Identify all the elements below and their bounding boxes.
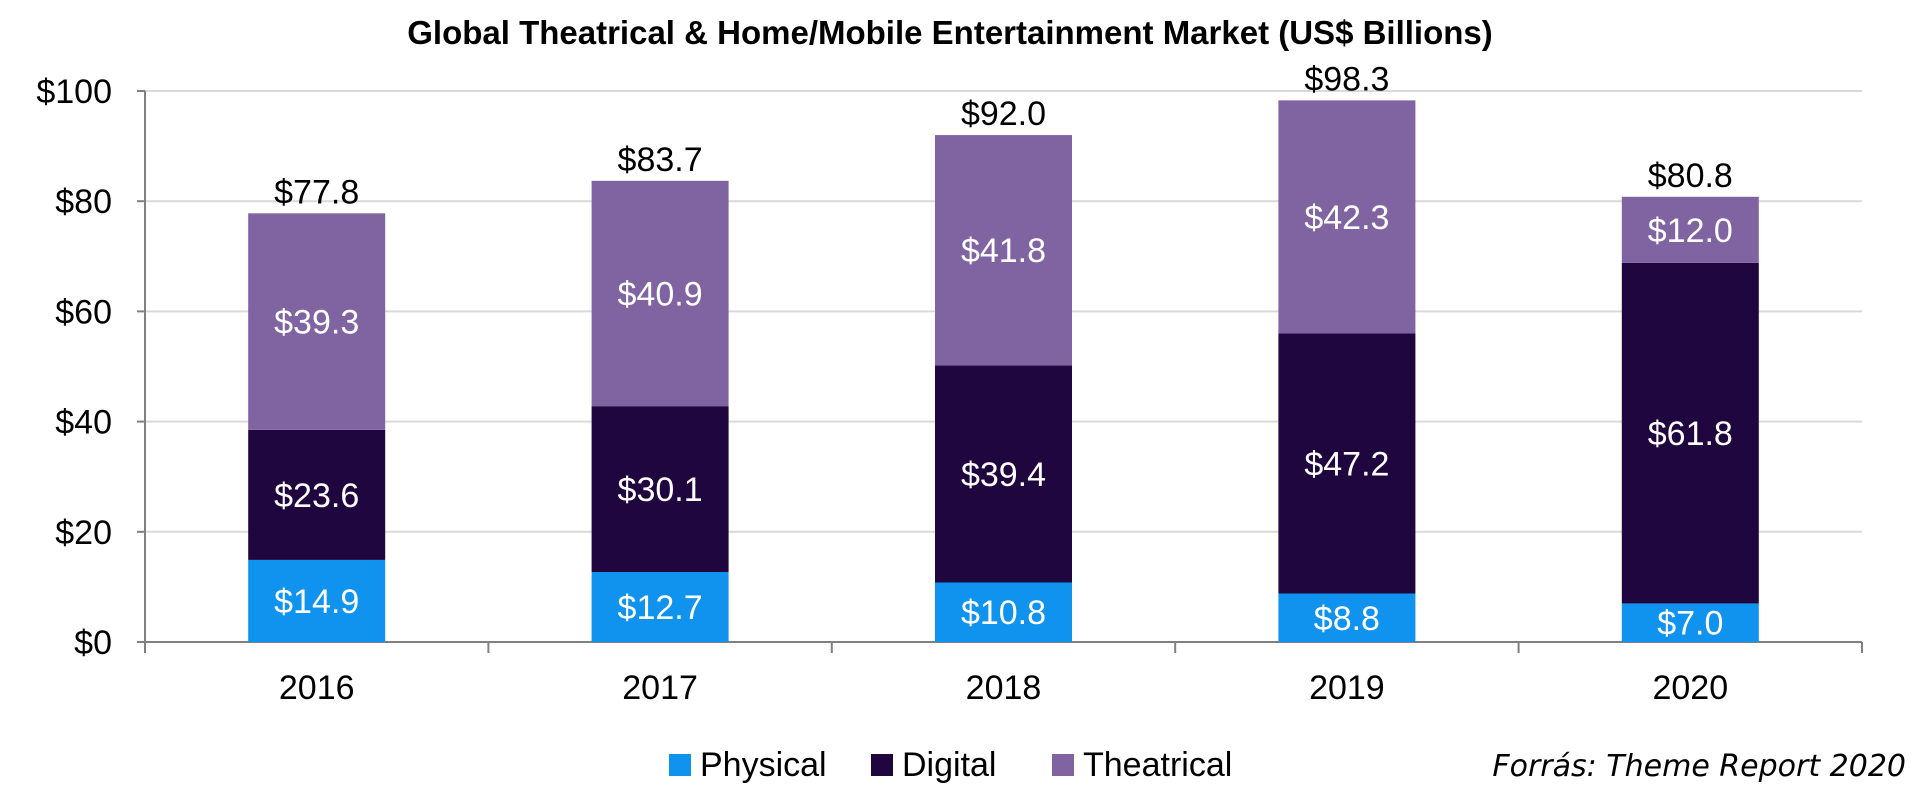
data-label-digital: $30.1 <box>618 471 703 509</box>
bar-segment-digital-2020 <box>1621 262 1759 604</box>
data-label-theatrical: $42.3 <box>1304 199 1389 237</box>
legend-swatch-digital <box>871 754 893 776</box>
y-tick-label: $20 <box>55 514 112 552</box>
data-label-physical: $12.7 <box>618 589 703 627</box>
legend-label-theatrical: Theatrical <box>1083 746 1232 784</box>
y-tick-label: $100 <box>36 73 112 111</box>
bar-segment-physical-2019 <box>1278 593 1416 642</box>
x-tick-label: 2018 <box>966 669 1042 707</box>
bar-segment-theatrical-2016 <box>248 213 386 430</box>
y-tick-label: $60 <box>55 293 112 331</box>
x-tick-label: 2019 <box>1309 669 1385 707</box>
data-label-physical: $10.8 <box>961 594 1046 632</box>
legend-label-physical: Physical <box>700 746 827 784</box>
bar-segment-theatrical-2017 <box>591 180 729 407</box>
data-label-theatrical: $39.3 <box>274 304 359 342</box>
bar-segment-digital-2017 <box>591 406 729 573</box>
chart-title: Global Theatrical & Home/Mobile Entertai… <box>407 14 1493 51</box>
data-label-theatrical: $12.0 <box>1648 212 1733 250</box>
data-label-digital: $23.6 <box>274 477 359 515</box>
data-label-digital: $61.8 <box>1648 415 1733 453</box>
legend-swatch-physical <box>669 754 691 776</box>
y-tick-label: $40 <box>55 404 112 442</box>
data-label-physical: $14.9 <box>274 583 359 621</box>
data-label-digital: $47.2 <box>1304 445 1389 483</box>
source-note: Forrás: Theme Report 2020 <box>1492 749 1906 784</box>
data-label-digital: $39.4 <box>961 456 1046 494</box>
data-label-physical: $7.0 <box>1657 605 1723 643</box>
data-label-theatrical: $41.8 <box>961 232 1046 270</box>
total-label: $98.3 <box>1304 60 1389 98</box>
legend: Physical Digital Theatrical <box>669 746 1232 784</box>
x-tick-label: 2016 <box>279 669 355 707</box>
legend-swatch-theatrical <box>1052 754 1074 776</box>
total-label: $77.8 <box>274 173 359 211</box>
data-label-theatrical: $40.9 <box>618 275 703 313</box>
data-label-physical: $8.8 <box>1314 600 1380 638</box>
bar-segment-physical-2018 <box>935 582 1072 642</box>
x-tick-label: 2017 <box>622 669 698 707</box>
bar-segment-theatrical-2020 <box>1621 196 1759 263</box>
legend-label-digital: Digital <box>902 746 996 784</box>
bar-segment-physical-2020 <box>1621 603 1759 642</box>
bar-segment-digital-2018 <box>935 365 1072 583</box>
x-tick-label: 2020 <box>1652 669 1728 707</box>
total-label: $80.8 <box>1648 157 1733 195</box>
data-labels: $14.9 $23.6 $39.3 $77.8 $12.7 $30.1 $40.9 $83.7… <box>274 60 1733 642</box>
bar-segment-physical-2016 <box>248 559 386 642</box>
total-label: $92.0 <box>961 95 1046 133</box>
bar-segment-digital-2019 <box>1278 333 1416 594</box>
bar-segment-digital-2016 <box>248 429 386 560</box>
y-tick-label: $0 <box>74 624 112 662</box>
bar-segment-physical-2017 <box>591 572 729 642</box>
bars <box>248 100 1759 642</box>
bar-segment-theatrical-2019 <box>1278 100 1416 334</box>
y-tick-label: $80 <box>55 183 112 221</box>
bar-segment-theatrical-2018 <box>935 135 1072 366</box>
total-label: $83.7 <box>618 141 703 179</box>
